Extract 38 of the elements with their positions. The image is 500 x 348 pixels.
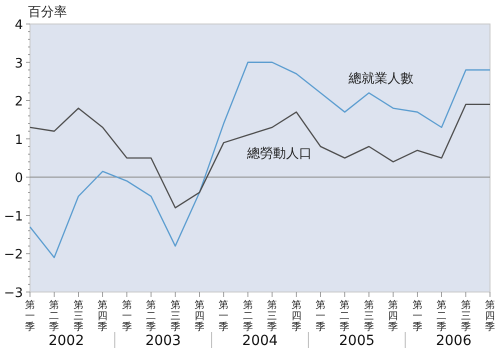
y-tick-label: 3 [14, 56, 23, 72]
y-tick-label: 1 [14, 132, 23, 148]
y-tick-label: −3 [4, 286, 23, 301]
x-tick-label: 第一季 [122, 299, 132, 333]
x-tick-label: 第二季 [146, 299, 156, 333]
text: 2004 [242, 333, 278, 348]
y-tick-label: 4 [14, 18, 23, 33]
series-label: 總就業人數 [348, 72, 414, 87]
y-tick-label: 2 [14, 94, 23, 110]
x-tick-label: 第四季 [98, 299, 108, 333]
x-tick-label: 第二季 [436, 299, 447, 333]
x-tick-label: 第四季 [291, 299, 302, 333]
y-tick-label: −1 [4, 209, 23, 224]
x-tick-label: 第二季 [340, 299, 350, 333]
y-tick-label: −2 [4, 248, 23, 263]
text: 2002 [48, 333, 84, 348]
x-tick-label: 第一季 [412, 299, 422, 333]
x-tick-label: 第四季 [485, 299, 495, 333]
x-tick-label: 第三季 [364, 299, 374, 333]
x-tick-label: 第三季 [267, 299, 278, 333]
line-series [29, 62, 491, 258]
series-label: 總勞動人口 [246, 146, 312, 162]
x-tick-label: 第三季 [73, 299, 84, 333]
x-tick-label: 第四季 [388, 299, 398, 333]
x-tick-label: 第一季 [25, 299, 35, 333]
x-tick-label: 第二季 [49, 299, 60, 333]
text: 2003 [145, 333, 181, 348]
text: 2005 [339, 333, 375, 348]
x-tick-label: 第四季 [194, 299, 204, 333]
x-tick-label: 第三季 [460, 299, 471, 333]
line-series [29, 104, 491, 208]
y-axis-title: 百分率 [28, 4, 67, 20]
x-tick-label: 第一季 [218, 299, 229, 333]
y-tick-label: 0 [14, 171, 23, 186]
x-tick-label: 第一季 [316, 299, 326, 333]
text: 2006 [436, 333, 472, 348]
x-tick-label: 第二季 [242, 299, 253, 333]
x-tick-label: 第三季 [170, 299, 180, 333]
